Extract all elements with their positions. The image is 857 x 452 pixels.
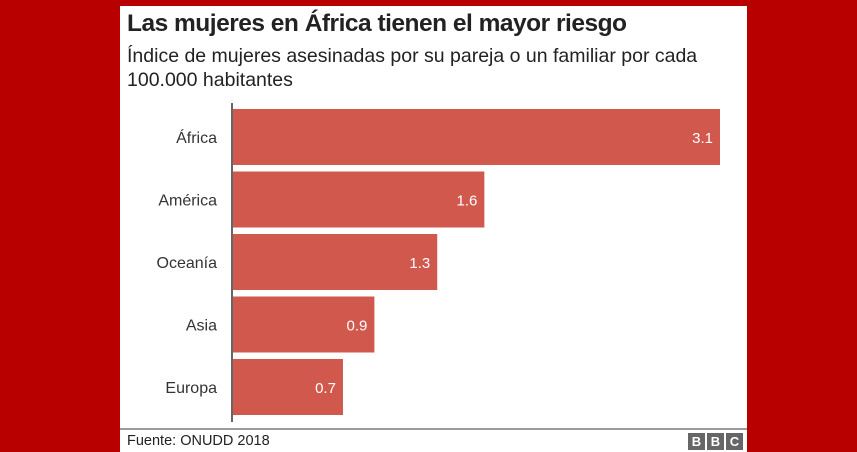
chart-subtitle: Índice de mujeres asesinadas por su pare… [127,45,698,91]
data-label: 0.9 [347,318,368,335]
bbc-logo: B B C [688,433,743,450]
chart-panel: Las mujeres en África tienen el mayor ri… [120,6,747,452]
footer-divider [120,428,747,430]
data-label: 3.1 [692,130,713,147]
category-label: África [176,128,217,147]
category-label: Oceanía [157,255,218,272]
bbc-logo-letter: C [726,433,743,450]
bar-europa [233,359,343,415]
category-label: Asia [186,318,217,335]
source-note: Fuente: ONUDD 2018 [127,433,270,449]
bar-asia [233,296,375,353]
category-label: Europa [165,380,217,397]
bar-oceanía [233,234,438,290]
bar-chart: África 3.1 América 1.6 Oceanía 1.3 Asia 0.9 Euro… [157,103,720,422]
bars-layer: África 3.1 América 1.6 Oceanía 1.3 Asia 0.9 Euro… [157,109,720,415]
data-label: 1.3 [409,255,430,272]
bbc-logo-letter: B [688,433,705,450]
data-label: 0.7 [315,380,336,397]
chart-title: Las mujeres en África tienen el mayor ri… [127,10,627,37]
data-label: 1.6 [456,193,477,210]
bbc-logo-letter: B [707,433,724,450]
bar-américa [233,171,485,228]
bar-áfrica [233,109,720,165]
category-label: América [158,193,217,210]
